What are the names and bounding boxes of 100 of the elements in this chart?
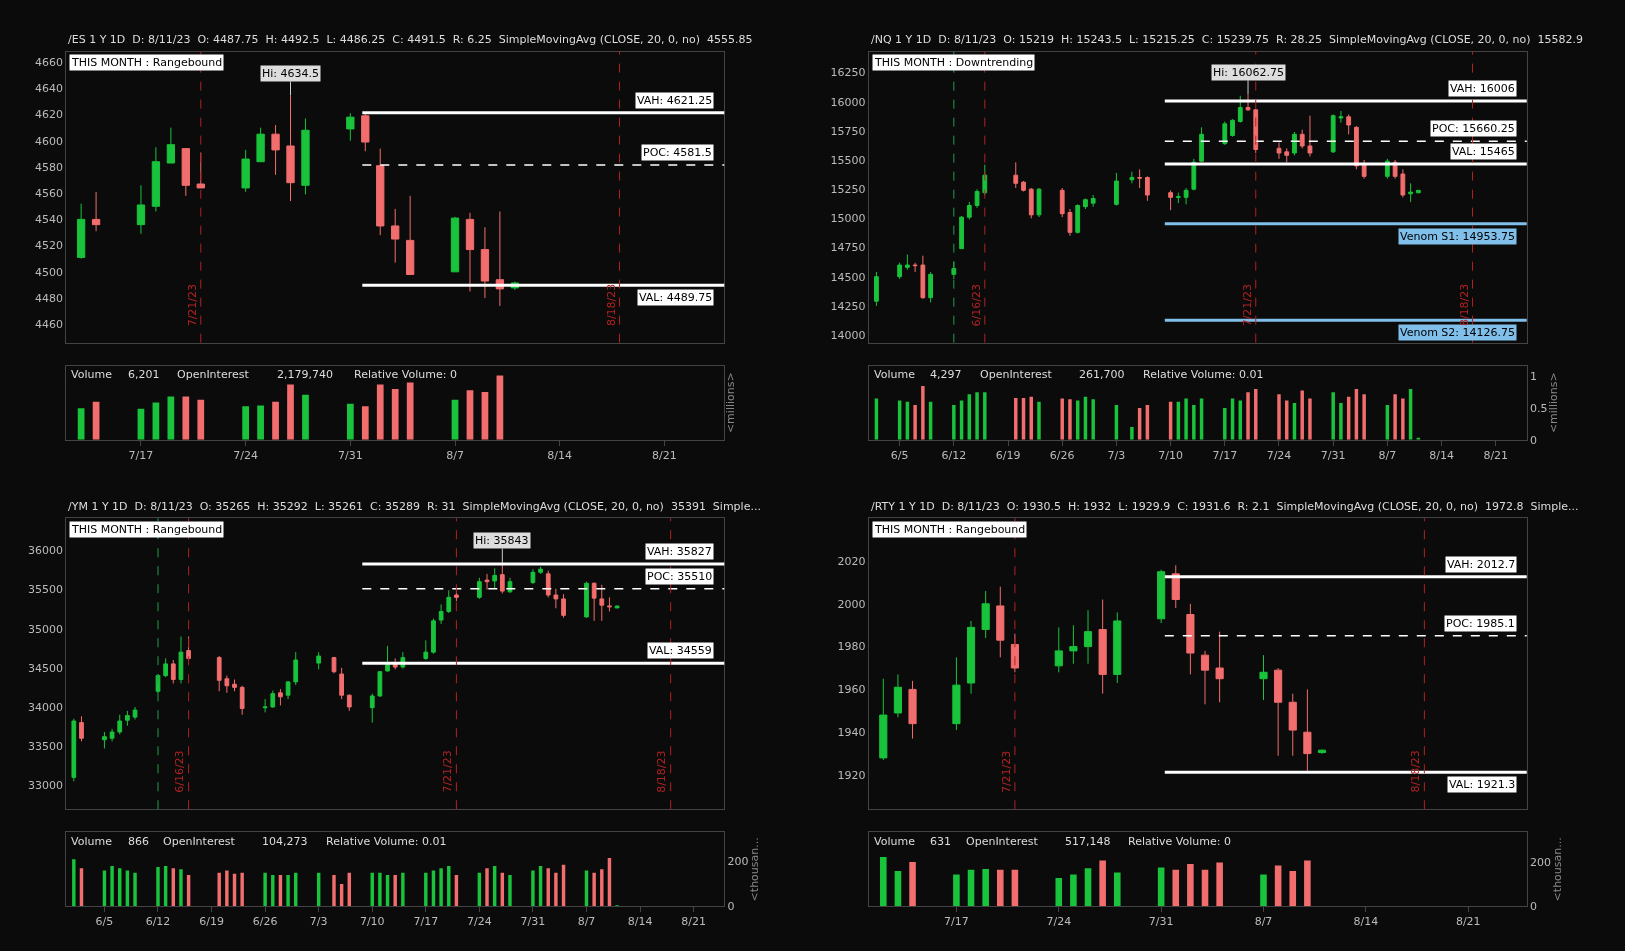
x-tick-label: 6/19 — [199, 915, 224, 929]
bar — [1011, 869, 1019, 907]
candlestick — [239, 685, 245, 716]
candlestick — [904, 254, 910, 271]
candlestick — [1288, 693, 1297, 757]
candlestick — [376, 148, 385, 236]
bar — [217, 872, 221, 907]
candlestick — [1083, 198, 1088, 210]
annotation: Hi: 16062.75 — [1213, 66, 1285, 79]
candlestick — [1144, 175, 1150, 202]
candlestick — [446, 589, 452, 614]
bar — [263, 872, 267, 907]
ref-line-label: 7/21/23 — [999, 750, 1013, 794]
bar — [72, 859, 76, 907]
candlestick — [423, 639, 429, 661]
candlestick — [1113, 611, 1122, 684]
bar — [967, 869, 975, 907]
candlestick — [981, 590, 990, 639]
bar — [240, 872, 244, 907]
ref-line-label: VAH: 4621.25 — [637, 94, 713, 107]
y-tick-label: 35000 — [27, 622, 63, 636]
annotation: THIS MONTH : Rangebound — [71, 523, 223, 536]
y-tick-label: 33500 — [27, 739, 63, 753]
bar — [225, 870, 229, 907]
y-axis-title: <thousan... — [1550, 837, 1564, 902]
bar — [952, 404, 956, 440]
candlestick — [1083, 609, 1093, 665]
candlestick — [1090, 194, 1096, 208]
y-tick-label: 14250 — [830, 299, 866, 313]
y-tick-label: 4500 — [34, 265, 63, 279]
ref-line-label: POC: 15660.25 — [1432, 122, 1515, 135]
bar — [880, 857, 887, 907]
y-tick-label: 4660 — [34, 55, 63, 69]
candlestick — [465, 212, 475, 293]
annotation: 866 — [128, 835, 149, 848]
bar — [1099, 860, 1106, 907]
ref-line-label: POC: 4581.5 — [643, 146, 712, 159]
x-tick-label: 7/24 — [467, 915, 492, 929]
candlestick — [431, 617, 436, 655]
y-tick-label: 2020 — [837, 554, 866, 568]
y-tick-label: 0 — [1529, 433, 1537, 447]
bar — [913, 404, 917, 440]
candlestick — [406, 195, 415, 275]
candlestick — [79, 715, 84, 742]
bar — [1192, 404, 1196, 440]
candlestick — [369, 693, 375, 724]
bar — [393, 874, 397, 907]
candlestick — [1284, 147, 1290, 163]
candlestick — [591, 581, 597, 622]
candlestick — [477, 577, 482, 600]
candlestick — [1157, 569, 1166, 624]
bar — [894, 870, 902, 907]
bar — [1289, 870, 1297, 907]
candlestick — [109, 728, 115, 742]
candlestick — [1067, 208, 1073, 237]
x-tick-label: 7/31 — [1320, 448, 1346, 462]
bar — [257, 405, 264, 440]
candlestick — [996, 586, 1005, 658]
y-tick-label: 33000 — [27, 779, 63, 793]
annotation: 6,201 — [128, 368, 160, 381]
candlestick — [952, 656, 961, 731]
candlestick — [553, 588, 559, 609]
x-tick-label: 7/31 — [337, 448, 363, 462]
y-tick-label: 200 — [727, 855, 749, 869]
x-tick-label: 8/7 — [446, 448, 464, 462]
candlestick — [1013, 161, 1019, 189]
candlestick — [614, 605, 620, 609]
candlestick — [271, 124, 280, 176]
candlestick — [76, 203, 86, 260]
y-tick-label: 34500 — [27, 661, 63, 675]
candlestick — [1317, 748, 1327, 755]
x-tick-label: 8/21 — [681, 915, 706, 929]
bar — [424, 872, 428, 907]
ref-line-label: 6/16/23 — [173, 750, 187, 793]
candlestick — [1200, 650, 1210, 705]
candlestick — [438, 603, 444, 625]
y-tick-label: 15500 — [830, 153, 866, 167]
bar — [1339, 403, 1343, 440]
ref-line-label: POC: 1985.1 — [1446, 617, 1515, 630]
bar — [1246, 392, 1250, 440]
annotation: OpenInterest — [163, 835, 236, 848]
y-axis-title: <millions> — [1547, 372, 1561, 434]
candlestick — [1222, 120, 1228, 146]
candlestick — [1230, 118, 1235, 138]
candlestick — [71, 718, 77, 782]
y-tick-label: 1 — [1529, 370, 1537, 384]
candlestick — [132, 706, 138, 720]
candlestick — [928, 271, 933, 303]
x-tick-label: 6/26 — [252, 915, 278, 929]
x-tick-label: 7/31 — [520, 915, 546, 929]
bar — [439, 868, 443, 907]
x-tick-label: 7/24 — [1046, 915, 1072, 929]
y-tick-label: 15750 — [830, 124, 866, 138]
x-tick-label: 6/5 — [890, 448, 909, 462]
candlestick — [286, 95, 295, 202]
candlestick — [270, 690, 276, 709]
candlestick — [181, 148, 190, 197]
ref-line-label: Venom S2: 14126.75 — [1400, 326, 1516, 339]
ref-line-label: VAH: 2012.7 — [1447, 558, 1516, 571]
annotation: 631 — [930, 835, 951, 848]
